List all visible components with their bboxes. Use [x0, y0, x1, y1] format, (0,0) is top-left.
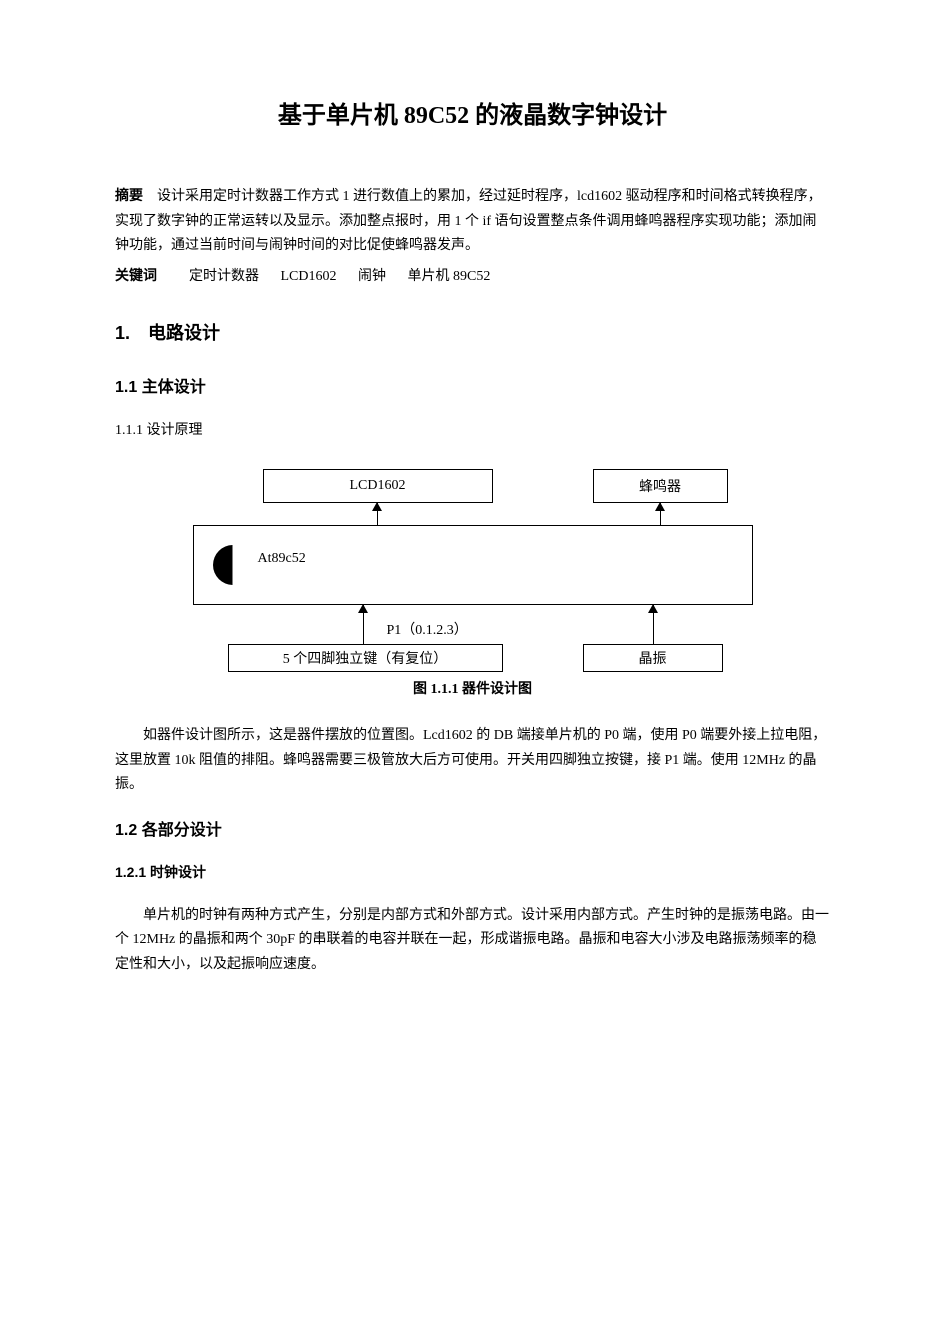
arrow-buzzer	[660, 503, 662, 525]
abstract: 摘要 设计采用定时计数器工作方式 1 进行数值上的累加，经过延时程序，lcd16…	[115, 185, 830, 259]
keywords: 关键词 定时计数器 LCD1602 闹钟 单片机 89C52	[115, 265, 830, 290]
paragraph-after-figure: 如器件设计图所示，这是器件摆放的位置图。Lcd1602 的 DB 端接单片机的 …	[115, 724, 830, 798]
heading-1-1: 1.1 主体设计	[115, 373, 830, 397]
block-buzzer: 蜂鸣器	[593, 469, 728, 503]
abstract-label: 摘要	[115, 189, 143, 204]
heading-1-2: 1.2 各部分设计	[115, 816, 830, 840]
figure-caption: 图 1.1.1 器件设计图	[115, 678, 830, 698]
p1-label: P1（0.1.2.3）	[387, 619, 468, 639]
keywords-label: 关键词	[115, 269, 157, 284]
heading-1-2-1: 1.2.1 时钟设计	[115, 862, 830, 882]
mcu-label: At89c52	[258, 551, 306, 567]
keyword-item: 闹钟	[358, 269, 386, 284]
arrow-xtal	[653, 605, 655, 644]
arrow-keys	[363, 605, 365, 644]
keyword-item: 定时计数器	[189, 269, 259, 284]
block-keys: 5 个四脚独立键（有复位）	[228, 644, 503, 672]
para-text: 如器件设计图所示，这是器件摆放的位置图。Lcd1602 的 DB 端接单片机的 …	[115, 728, 826, 792]
para-text: 单片机的时钟有两种方式产生，分别是内部方式和外部方式。设计采用内部方式。产生时钟…	[115, 908, 829, 972]
paragraph-clock: 单片机的时钟有两种方式产生，分别是内部方式和外部方式。设计采用内部方式。产生时钟…	[115, 904, 830, 978]
heading-1: 1. 电路设计	[115, 319, 830, 345]
keyword-item: LCD1602	[281, 269, 337, 284]
arrow-lcd	[377, 503, 379, 525]
block-lcd: LCD1602	[263, 469, 493, 503]
heading-1-1-1: 1.1.1 设计原理	[115, 419, 830, 439]
block-xtal: 晶振	[583, 644, 723, 672]
keyword-item: 单片机 89C52	[408, 269, 491, 284]
block-diagram: LCD1602 蜂鸣器 At89c52 5 个四脚独立键（有复位） 晶振 P1（…	[163, 469, 783, 674]
abstract-text: 设计采用定时计数器工作方式 1 进行数值上的累加，经过延时程序，lcd1602 …	[115, 189, 822, 253]
page-title: 基于单片机 89C52 的液晶数字钟设计	[115, 95, 830, 130]
